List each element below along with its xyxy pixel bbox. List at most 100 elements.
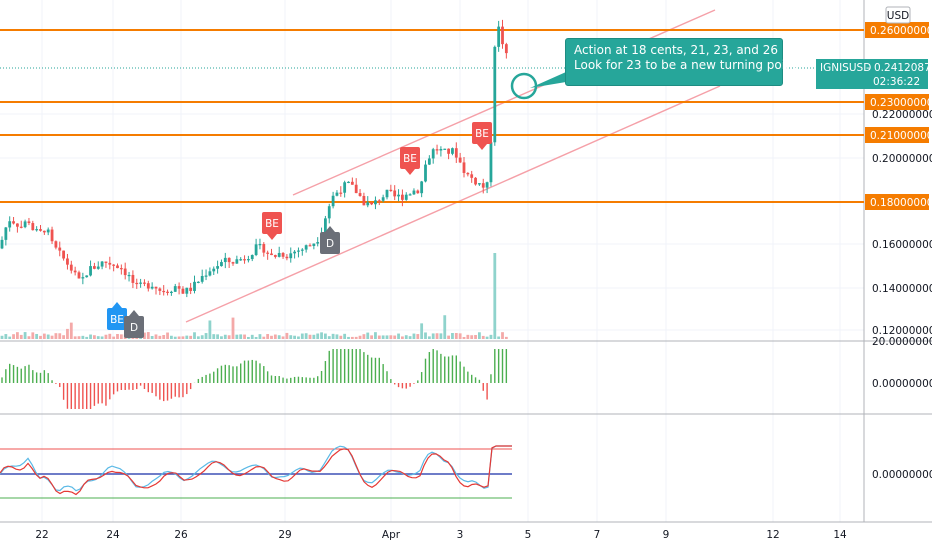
time-tick-1: 24 [106,529,120,541]
candle-body-0 [0,239,4,249]
macd-bar-68 [263,366,265,383]
candle-body-20 [77,272,81,279]
volume-bar-53 [204,333,208,339]
volume-bar-85 [327,336,331,339]
price-axis[interactable]: 0.12000000 0.14000000 0.16000000 0.20000000… [872,109,932,481]
volume-bar-39 [150,335,154,339]
candle-body-67 [258,244,262,246]
macd-bar-42 [163,383,165,402]
volume-bar-97 [374,332,377,339]
last-price-separator: - [866,62,870,74]
macd-bar-61 [236,366,238,383]
volume-bar-113 [435,333,439,339]
macd-bar-40 [155,383,157,397]
macd-bar-77 [297,376,300,383]
volume-bar-8 [31,332,35,339]
candle-body-79 [304,245,308,250]
candle-body-14 [54,241,58,248]
volume-bar-82 [316,333,320,339]
candle-body-108 [416,190,420,194]
volume-bar-51 [196,336,200,339]
candle-body-43 [166,291,169,293]
candle-body-22 [85,275,89,278]
candle-body-103 [397,194,400,197]
volume-bar-73 [281,336,285,339]
volume-bar-56 [216,334,219,339]
channel-lower-line[interactable] [185,85,721,323]
candle-body-13 [50,229,54,242]
candle-body-60 [231,262,235,264]
volume-bar-18 [69,322,73,339]
macd-bar-79 [305,377,307,383]
volume-bar-58 [223,334,227,339]
macd-bar-2 [9,363,11,383]
volume-bar-100 [385,335,389,339]
macd-bar-24 [93,383,96,406]
horizontal-levels[interactable]: 0.26000000 0.23000000 0.21000000 0.18000000 [0,22,932,210]
candle-body-113 [435,149,439,151]
candle-body-131 [504,44,508,54]
candle-body-38 [146,283,150,289]
macd-bar-48 [186,383,188,395]
macd-bar-32 [124,383,126,390]
macd-bar-69 [266,371,269,383]
volume-bar-130 [501,332,504,339]
candle-body-78 [300,249,304,251]
volume-bar-10 [39,335,42,339]
volume-bar-12 [46,334,50,339]
candle-body-2 [8,221,12,228]
volume-bar-105 [404,335,408,339]
macd-bar-97 [374,357,377,383]
volume-bar-102 [393,335,397,339]
candle-body-126 [485,182,489,188]
candle-body-31 [119,268,123,270]
candle-body-29 [112,264,116,266]
candle-body-23 [89,266,92,276]
annotation-pointer [530,72,566,88]
candle-body-87 [335,192,339,196]
macd-bar-87 [336,349,338,383]
candle-body-81 [312,243,316,247]
volume-bar-96 [370,335,373,339]
candle-body-25 [96,266,100,269]
macd-bar-78 [301,377,303,383]
time-axis[interactable]: 22 24 26 29 Apr 3 5 7 9 12 14 [35,529,847,541]
macd-bar-119 [459,361,461,383]
volume-bar-78 [300,333,304,339]
macd-tick-1: 0.00000000 [872,378,932,390]
candle-body-58 [223,257,227,263]
time-tick-5: 3 [457,529,464,541]
macd-bar-52 [201,376,203,383]
volume-bar-128 [493,253,497,339]
signal-box-0 [107,308,127,330]
volume-bar-106 [408,336,412,339]
level-tag-text-1: 0.23000000 [870,97,932,109]
macd-bar-85 [328,350,330,383]
candle-body-116 [447,148,450,154]
annotation-callout[interactable]: Action at 18 cents, 21, 23, and 26 Look … [565,38,797,86]
candle-body-109 [420,181,424,194]
candle-body-63 [243,259,246,261]
volume-bar-55 [212,334,216,339]
volume-bar-19 [73,336,77,339]
candle-body-36 [139,282,142,284]
stoch-d-line [0,445,512,496]
time-tick-10: 14 [833,529,847,541]
macd-bar-0 [1,377,3,383]
candle-body-88 [339,192,343,194]
candle-body-48 [185,287,189,294]
candle-body-37 [143,282,146,284]
candle-body-1 [4,227,8,240]
candle-body-21 [81,277,85,279]
volume-bar-29 [112,336,116,339]
macd-bar-117 [451,355,454,383]
macd-bar-49 [189,383,192,390]
annotation-circle[interactable] [510,72,538,100]
macd-bar-9 [35,372,38,383]
candle-body-69 [266,252,270,254]
candle-body-77 [297,250,300,252]
candle-body-52 [200,276,204,282]
volume-bar-90 [347,336,350,339]
currency-box[interactable] [885,6,911,24]
